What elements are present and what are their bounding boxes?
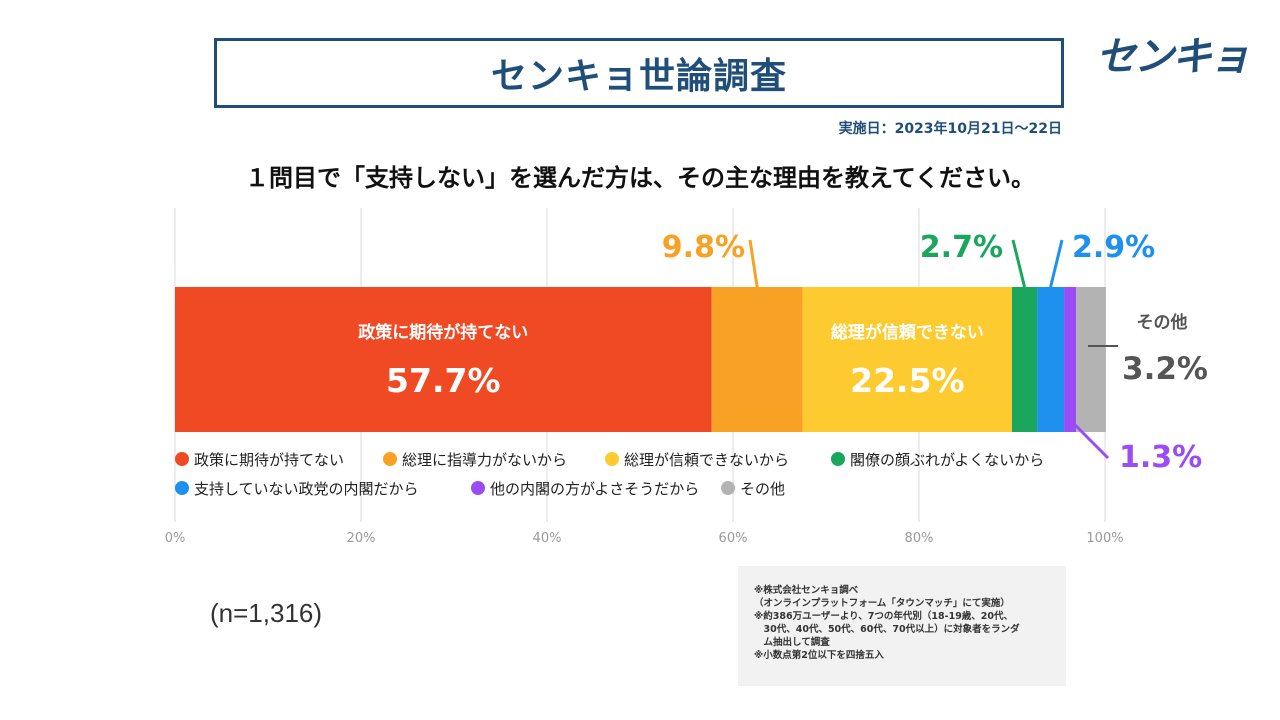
bar-segment: [1064, 287, 1077, 432]
x-tick-label: 40%: [533, 531, 562, 546]
bar-segment: [1037, 287, 1065, 432]
bar-segment: [175, 287, 712, 432]
sample-size: (n=1,316): [210, 598, 323, 628]
segment-name-label: その他: [1137, 312, 1188, 333]
legend-marker: [831, 452, 845, 466]
legend-marker: [383, 452, 397, 466]
bar-segment: [1076, 287, 1106, 432]
leader-line: [748, 239, 759, 288]
legend-marker: [721, 481, 735, 495]
methodology-note: ※株式会社センキョ調べ （オンラインプラットフォーム「タウンマッチ」にて実施） …: [738, 566, 1066, 686]
bar-segment: [1012, 287, 1038, 432]
data-label: 2.7%: [920, 230, 1003, 265]
legend-label: 閣僚の顔ぶれがよくないから: [850, 451, 1044, 469]
legend-label: 政策に期待が持てない: [194, 451, 344, 469]
legend-marker: [175, 452, 189, 466]
question-text: １問目で「支持しない」を選んだ方は、その主な理由を教えてください。: [244, 164, 1036, 192]
x-tick-label: 0%: [165, 531, 186, 546]
legend-marker: [605, 452, 619, 466]
segment-name-label: 総理が信頼できない: [831, 322, 984, 343]
note-line: ※株式会社センキョ調べ: [754, 585, 859, 596]
data-label: 3.2%: [1122, 351, 1208, 387]
legend-label: 他の内閣の方がよさそうだから: [490, 480, 699, 498]
x-tick-label: 80%: [905, 531, 934, 546]
legend-label: 総理に指導力がないから: [402, 451, 567, 469]
note-line: ※約386万ユーザーより、7つの年代別（18-19歳、20代、: [754, 611, 1014, 622]
leader-line: [1011, 239, 1027, 288]
legend-label: その他: [740, 480, 785, 498]
note-line: ム抽出して調査: [754, 637, 830, 648]
data-label: 9.8%: [662, 230, 745, 265]
brand-logo: センキョ: [1096, 34, 1250, 80]
leader-line: [1049, 239, 1064, 288]
bar-segment: [802, 287, 1012, 432]
segment-name-label: 政策に期待が持てない: [358, 322, 528, 343]
page-title: センキョ世論調査: [490, 56, 787, 97]
title-box: センキョ世論調査: [214, 38, 1064, 108]
leader-line: [1069, 418, 1110, 460]
note-line: （オンラインプラットフォーム「タウンマッチ」にて実施）: [754, 598, 1010, 609]
legend-marker: [471, 481, 485, 495]
legend-label: 総理が信頼できないから: [624, 451, 789, 469]
data-label: 22.5%: [850, 361, 965, 400]
legend-label: 支持していない政党の内閣だから: [194, 480, 419, 498]
x-tick-label: 60%: [719, 531, 748, 546]
x-tick-label: 100%: [1086, 531, 1123, 546]
data-label: 1.3%: [1119, 440, 1202, 475]
bar-segment: [711, 287, 803, 432]
x-tick-label: 20%: [347, 531, 376, 546]
data-label: 57.7%: [386, 361, 501, 400]
survey-date: 実施日：2023年10月21日～22日: [838, 121, 1062, 137]
note-line: ※小数点第2位以下を四捨五入: [754, 650, 884, 661]
legend-marker: [175, 481, 189, 495]
data-label: 2.9%: [1072, 230, 1155, 265]
note-line: 30代、40代、50代、60代、70代以上）に対象者をランダ: [754, 624, 1020, 635]
